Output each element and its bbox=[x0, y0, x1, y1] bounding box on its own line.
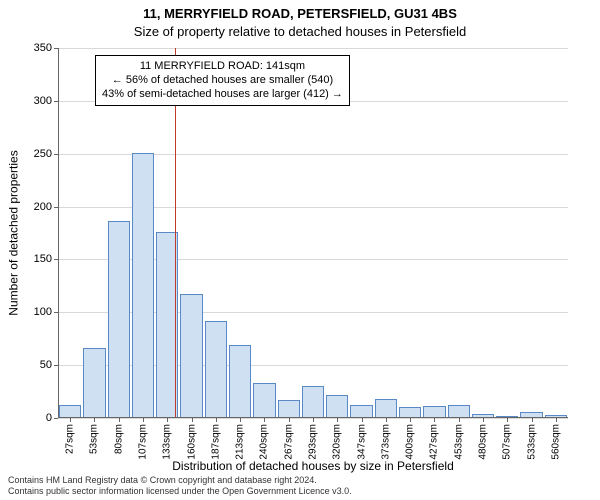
y-axis-label-wrap: Number of detached properties bbox=[6, 48, 22, 418]
xtick-label: 453sqm bbox=[453, 424, 464, 460]
xtick-label: 373sqm bbox=[380, 424, 391, 460]
xtick-mark bbox=[434, 418, 435, 422]
xtick-mark bbox=[483, 418, 484, 422]
histogram-bar bbox=[326, 395, 348, 418]
ytick-label: 50 bbox=[22, 359, 52, 371]
xtick-mark bbox=[143, 418, 144, 422]
xtick-mark bbox=[337, 418, 338, 422]
histogram-bar bbox=[253, 383, 275, 418]
grid-line bbox=[58, 48, 568, 49]
xtick-mark bbox=[410, 418, 411, 422]
histogram-bar bbox=[180, 294, 202, 418]
xtick-label: 80sqm bbox=[113, 424, 124, 454]
xtick-mark bbox=[94, 418, 95, 422]
xtick-label: 240sqm bbox=[259, 424, 270, 460]
xtick-label: 53sqm bbox=[89, 424, 100, 454]
credits-line1: Contains HM Land Registry data © Crown c… bbox=[8, 475, 352, 485]
xtick-mark bbox=[362, 418, 363, 422]
x-axis-label: Distribution of detached houses by size … bbox=[58, 459, 568, 473]
xtick-label: 320sqm bbox=[332, 424, 343, 460]
xtick-mark bbox=[507, 418, 508, 422]
histogram-bar bbox=[83, 348, 105, 418]
histogram-bar bbox=[302, 386, 324, 418]
ytick-label: 200 bbox=[22, 201, 52, 213]
x-axis-line bbox=[58, 417, 568, 418]
annotation-line2: ← 56% of detached houses are smaller (54… bbox=[102, 74, 343, 88]
xtick-label: 347sqm bbox=[356, 424, 367, 460]
histogram-bar bbox=[278, 400, 300, 418]
annotation-line1: 11 MERRYFIELD ROAD: 141sqm bbox=[102, 60, 343, 74]
ytick-label: 0 bbox=[22, 412, 52, 424]
xtick-label: 293sqm bbox=[308, 424, 319, 460]
xtick-label: 160sqm bbox=[186, 424, 197, 460]
xtick-mark bbox=[264, 418, 265, 422]
xtick-label: 480sqm bbox=[478, 424, 489, 460]
xtick-mark bbox=[70, 418, 71, 422]
xtick-label: 107sqm bbox=[138, 424, 149, 460]
histogram-bar bbox=[229, 345, 251, 418]
ytick-label: 100 bbox=[22, 306, 52, 318]
y-axis-label: Number of detached properties bbox=[7, 150, 21, 315]
xtick-mark bbox=[167, 418, 168, 422]
annotation-box: 11 MERRYFIELD ROAD: 141sqm ← 56% of deta… bbox=[95, 55, 350, 106]
xtick-mark bbox=[386, 418, 387, 422]
xtick-mark bbox=[459, 418, 460, 422]
xtick-mark bbox=[240, 418, 241, 422]
ytick-label: 300 bbox=[22, 95, 52, 107]
xtick-mark bbox=[119, 418, 120, 422]
xtick-label: 187sqm bbox=[210, 424, 221, 460]
xtick-label: 27sqm bbox=[65, 424, 76, 454]
xtick-label: 427sqm bbox=[429, 424, 440, 460]
y-axis-line bbox=[58, 48, 59, 418]
ytick-label: 350 bbox=[22, 42, 52, 54]
ytick-mark bbox=[54, 418, 58, 419]
ytick-label: 250 bbox=[22, 148, 52, 160]
chart-title-line2: Size of property relative to detached ho… bbox=[0, 24, 600, 39]
xtick-label: 133sqm bbox=[162, 424, 173, 460]
annotation-line3: 43% of semi-detached houses are larger (… bbox=[102, 88, 343, 102]
credits-line2: Contains public sector information licen… bbox=[8, 486, 352, 496]
xtick-mark bbox=[313, 418, 314, 422]
xtick-label: 400sqm bbox=[405, 424, 416, 460]
xtick-mark bbox=[556, 418, 557, 422]
ytick-label: 150 bbox=[22, 253, 52, 265]
xtick-label: 533sqm bbox=[526, 424, 537, 460]
xtick-label: 507sqm bbox=[502, 424, 513, 460]
chart-container: 11, MERRYFIELD ROAD, PETERSFIELD, GU31 4… bbox=[0, 0, 600, 500]
histogram-bar bbox=[205, 321, 227, 418]
xtick-label: 213sqm bbox=[235, 424, 246, 460]
histogram-bar bbox=[132, 153, 154, 418]
xtick-mark bbox=[192, 418, 193, 422]
xtick-label: 560sqm bbox=[550, 424, 561, 460]
chart-title-line1: 11, MERRYFIELD ROAD, PETERSFIELD, GU31 4… bbox=[0, 6, 600, 21]
xtick-mark bbox=[216, 418, 217, 422]
xtick-label: 267sqm bbox=[283, 424, 294, 460]
histogram-bar bbox=[108, 221, 130, 418]
histogram-bar bbox=[375, 399, 397, 418]
xtick-mark bbox=[532, 418, 533, 422]
xtick-mark bbox=[289, 418, 290, 422]
credits-block: Contains HM Land Registry data © Crown c… bbox=[8, 475, 352, 496]
